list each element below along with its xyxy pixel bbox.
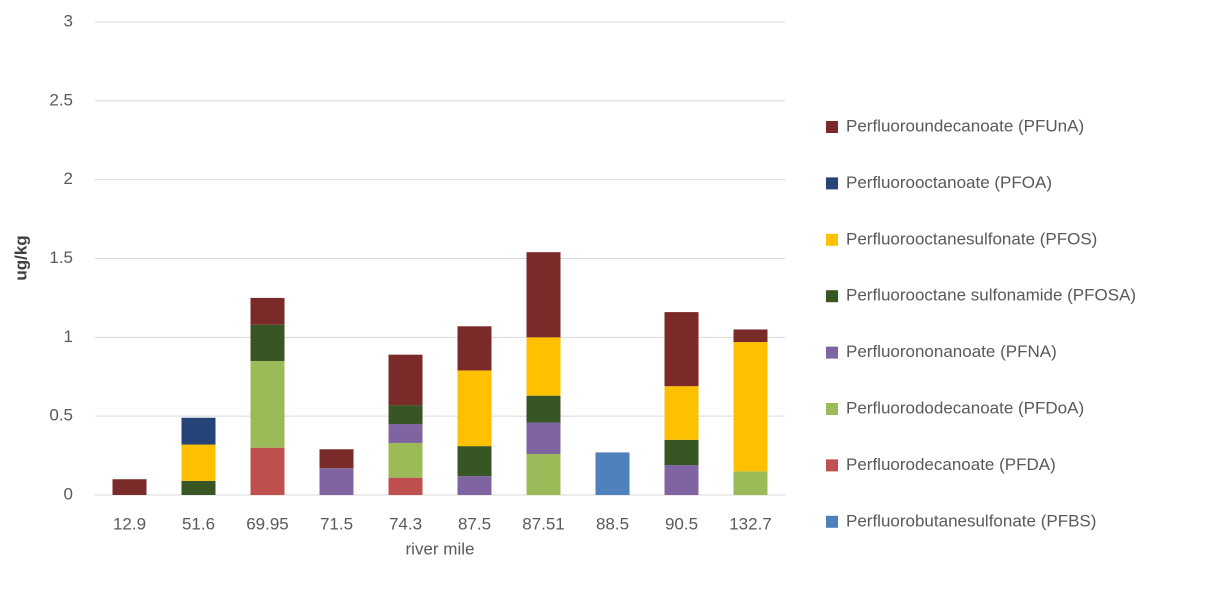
bar-segment [526, 454, 561, 495]
y-tick-label: 0 [64, 484, 73, 503]
y-tick-label: 1 [64, 327, 73, 346]
bar-segment [388, 405, 423, 425]
bar-segment [388, 424, 423, 443]
bar-segment [181, 480, 216, 495]
bar-segment [664, 312, 699, 387]
legend-swatch [826, 346, 838, 359]
x-axis-label: river mile [406, 539, 475, 558]
bar-segment [388, 442, 423, 478]
bar-segment [457, 326, 492, 371]
x-tick-label: 90.5 [665, 514, 698, 533]
bar-segment [664, 439, 699, 466]
legend-label: Perfluorooctane sulfonamide (PFOSA) [846, 286, 1136, 305]
bar-segment [250, 297, 285, 325]
x-tick-label: 12.9 [113, 514, 146, 533]
bar-segment [526, 395, 561, 423]
bar-segment [733, 471, 768, 495]
x-tick-label: 132.7 [729, 514, 772, 533]
bar-segment [457, 476, 492, 495]
bar-segment [250, 360, 285, 448]
bar-segment [733, 342, 768, 472]
y-axis-label: ug/kg [11, 235, 30, 280]
bar-segment [319, 449, 354, 469]
bar-segment [319, 468, 354, 495]
legend-label: Perfluorononanoate (PFNA) [846, 342, 1057, 361]
y-tick-label: 2.5 [49, 90, 73, 109]
bar-segment [664, 386, 699, 440]
bar-segment [526, 422, 561, 455]
legend-swatch [826, 459, 838, 472]
bar-segment [733, 329, 768, 343]
x-tick-label: 88.5 [596, 514, 629, 533]
x-tick-label: 51.6 [182, 514, 215, 533]
bar-segment [526, 337, 561, 396]
bar-segment [250, 447, 285, 495]
bar-segment [457, 370, 492, 447]
bar-segment [457, 446, 492, 477]
legend-swatch [826, 403, 838, 415]
legend-label: Perfluorobutanesulfonate (PFBS) [846, 511, 1096, 530]
legend-label: Perfluorooctanesulfonate (PFOS) [846, 229, 1097, 248]
x-tick-label: 69.95 [246, 514, 289, 533]
legend-swatch [826, 290, 838, 303]
x-tick-label: 74.3 [389, 514, 422, 533]
legend-swatch [826, 177, 838, 190]
legend-swatch [826, 515, 838, 528]
legend-swatch [826, 121, 838, 133]
bar-segment [112, 479, 147, 495]
legend-label: Perfluoroundecanoate (PFUnA) [846, 116, 1084, 135]
y-tick-label: 0.5 [49, 406, 73, 425]
y-tick-label: 1.5 [49, 248, 73, 267]
bar-segment [526, 252, 561, 338]
x-tick-label: 87.5 [458, 514, 491, 533]
legend-label: Perfluorooctanoate (PFOA) [846, 173, 1052, 192]
bar-segment [388, 477, 423, 495]
legend-swatch [826, 233, 838, 246]
legend-label: Perfluorododecanoate (PFDoA) [846, 398, 1084, 417]
bar-segment [664, 465, 699, 495]
x-tick-label: 71.5 [320, 514, 353, 533]
x-tick-label: 87.51 [522, 514, 565, 533]
bar-segment [388, 354, 423, 406]
bar-segment [181, 417, 216, 445]
bar-segment [181, 444, 216, 481]
legend-label: Perfluorodecanoate (PFDA) [846, 455, 1056, 474]
y-tick-label: 2 [64, 169, 73, 188]
y-tick-label: 3 [64, 11, 73, 30]
bar-segment [250, 324, 285, 361]
bar-segment [595, 452, 630, 495]
